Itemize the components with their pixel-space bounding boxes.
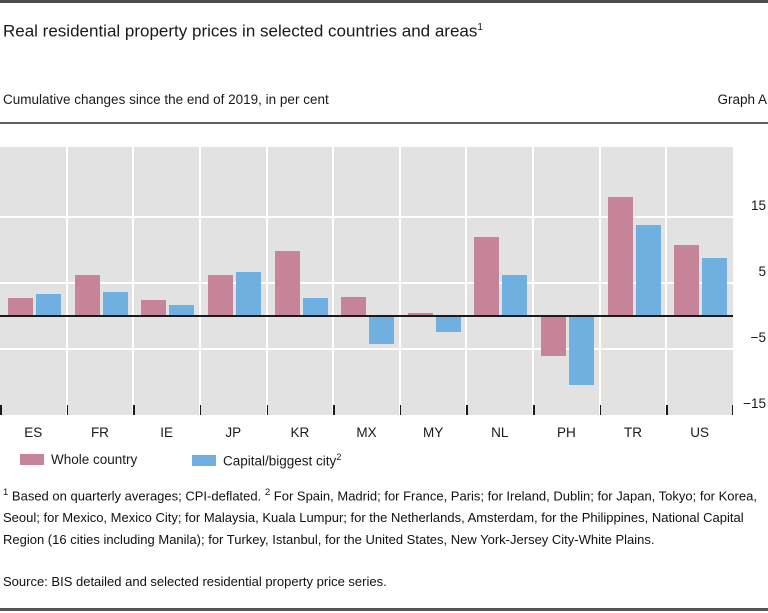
gridline-horizontal--5 [0, 347, 733, 350]
bar-capital-city-IE [169, 305, 195, 316]
bar-capital-city-JP [235, 271, 261, 316]
x-axis-label-KR: KR [290, 425, 310, 440]
x-axis-label-ES: ES [24, 425, 43, 440]
chart-subtitle: Cumulative changes since the end of 2019… [3, 92, 329, 107]
bar-whole-country-TR [607, 197, 633, 316]
axis-tick [199, 405, 202, 415]
gridline-vertical [598, 147, 601, 415]
bar-capital-city-MX [369, 315, 395, 345]
axis-tick [466, 405, 468, 415]
bar-capital-city-TR [635, 224, 661, 316]
footnote-text-2: For Spain, Madrid; for France, Paris; fo… [3, 488, 757, 548]
gridline-vertical [398, 147, 401, 415]
gridline-vertical [532, 147, 535, 415]
x-axis-label-MX: MX [356, 425, 377, 440]
axis-tick [266, 405, 269, 415]
bar-capital-city-US [702, 257, 728, 316]
x-axis-label-PH: PH [557, 425, 576, 440]
plot-area [0, 147, 733, 415]
y-axis-label-5: 5 [758, 263, 766, 279]
y-axis-label-15: 15 [750, 197, 766, 213]
legend-label-capital-city: Capital/biggest city2 [223, 452, 342, 469]
legend-footnote-marker: 2 [336, 452, 342, 462]
zero-axis-line [0, 314, 733, 318]
legend-swatch-capital-city [192, 454, 216, 466]
bar-capital-city-PH [569, 315, 595, 386]
bar-whole-country-US [674, 244, 700, 316]
y-axis-label--5: −5 [750, 329, 766, 345]
bottom-rule [0, 608, 768, 611]
x-axis-label-TR: TR [624, 425, 643, 440]
axis-tick [333, 405, 335, 415]
axis-tick [66, 405, 69, 415]
bar-capital-city-MY [435, 315, 461, 333]
top-rule [0, 0, 768, 3]
bar-whole-country-NL [474, 236, 500, 316]
gridline-vertical [132, 147, 135, 415]
axis-tick [399, 405, 402, 415]
axis-tick [666, 405, 668, 415]
gridline-vertical [665, 147, 668, 415]
axis-tick [599, 405, 602, 415]
bar-capital-city-ES [36, 294, 61, 316]
bar-whole-country-PH [541, 315, 567, 356]
footnote-marker-2: 2 [264, 487, 271, 498]
gridline-vertical [65, 147, 68, 415]
axis-tick [133, 405, 135, 415]
bar-whole-country-MY [407, 312, 433, 316]
gridline-vertical [198, 147, 201, 415]
header-rule [0, 122, 768, 124]
chart-title-text: Real residential property prices in sele… [3, 21, 478, 41]
footnote-text-1: Based on quarterly averages; CPI-deflate… [11, 488, 262, 504]
gridline-vertical [465, 147, 468, 415]
gridline-vertical [265, 147, 268, 415]
bar-capital-city-NL [502, 275, 528, 316]
axis-tick [533, 405, 535, 415]
bar-whole-country-ES [8, 297, 33, 316]
footnote-marker-1: 1 [3, 487, 9, 498]
gridline-vertical [332, 147, 335, 415]
legend-item-capital-city: Capital/biggest city2 [192, 452, 341, 469]
bar-capital-city-FR [102, 291, 128, 316]
gridline-horizontal-5 [0, 281, 733, 284]
y-axis-label--15: −15 [743, 396, 766, 411]
bar-whole-country-FR [74, 275, 100, 316]
legend-item-whole-country: Whole country [20, 452, 137, 467]
graph-label: Graph A [717, 92, 767, 107]
bar-capital-city-KR [302, 297, 328, 316]
x-axis-label-NL: NL [491, 425, 509, 440]
x-axis-label-JP: JP [225, 425, 242, 440]
chart-title: Real residential property prices in sele… [3, 14, 483, 45]
bar-whole-country-IE [141, 300, 167, 316]
gridline-horizontal-15 [0, 215, 733, 218]
footnotes: 1 Based on quarterly averages; CPI-defla… [3, 482, 766, 551]
axis-tick [0, 405, 2, 415]
x-axis-label-MY: MY [423, 425, 444, 440]
bar-whole-country-KR [274, 250, 300, 316]
x-axis-label-US: US [690, 425, 710, 440]
title-footnote-marker: 1 [477, 22, 483, 33]
bar-whole-country-MX [341, 296, 367, 316]
legend-swatch-whole-country [20, 454, 44, 465]
source-line: Source: BIS detailed and selected reside… [3, 574, 387, 589]
x-axis-label-IE: IE [160, 425, 173, 440]
axis-tick [731, 405, 733, 415]
x-axis-label-FR: FR [90, 425, 109, 440]
bar-whole-country-JP [207, 275, 233, 316]
legend-label-whole-country: Whole country [51, 452, 138, 467]
subtitle-row: Cumulative changes since the end of 2019… [3, 92, 767, 107]
